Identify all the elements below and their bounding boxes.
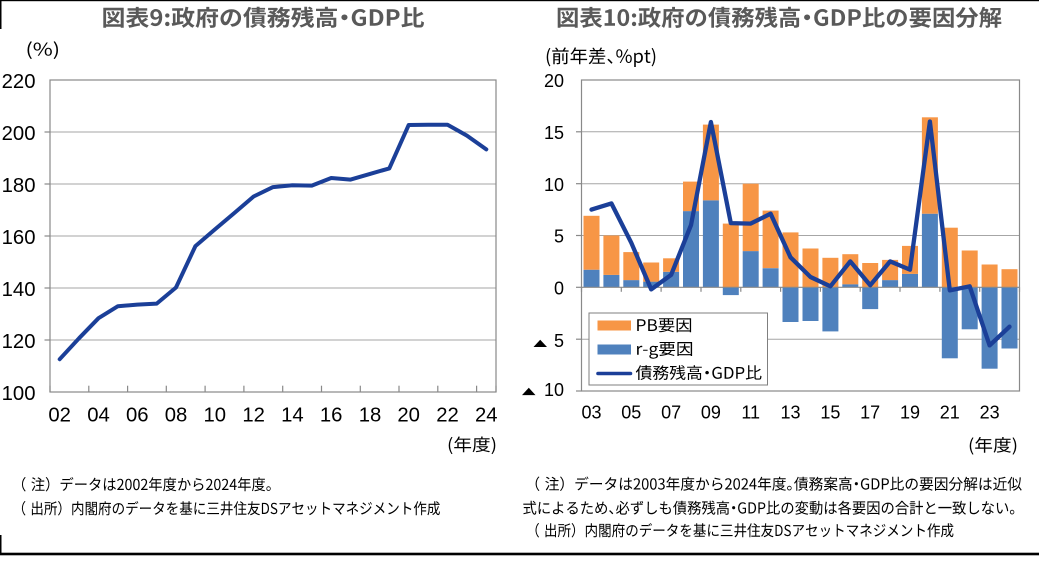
svg-text:07: 07 — [661, 403, 681, 423]
svg-text:18: 18 — [359, 405, 382, 427]
svg-text:17: 17 — [860, 403, 880, 423]
svg-text:20: 20 — [397, 405, 420, 427]
svg-text:10: 10 — [204, 405, 227, 427]
svg-text:10: 10 — [544, 380, 564, 400]
svg-text:13: 13 — [780, 403, 800, 423]
svg-text:09: 09 — [701, 403, 721, 423]
svg-text:11: 11 — [741, 403, 760, 423]
svg-text:220: 220 — [2, 71, 36, 93]
svg-text:22: 22 — [436, 405, 459, 427]
svg-text:0: 0 — [554, 279, 564, 299]
svg-text:200: 200 — [2, 123, 36, 145]
svg-text:5: 5 — [554, 227, 564, 247]
svg-text:04: 04 — [87, 405, 110, 427]
svg-text:180: 180 — [2, 175, 36, 197]
svg-text:23: 23 — [980, 403, 1000, 423]
svg-text:120: 120 — [2, 331, 36, 353]
svg-text:20: 20 — [544, 71, 564, 91]
svg-text:15: 15 — [820, 403, 840, 423]
svg-text:24: 24 — [475, 405, 498, 427]
svg-text:08: 08 — [165, 405, 188, 427]
svg-text:19: 19 — [900, 403, 920, 423]
svg-text:12: 12 — [242, 405, 265, 427]
svg-text:140: 140 — [2, 279, 36, 301]
svg-text:5: 5 — [554, 331, 564, 351]
svg-text:160: 160 — [2, 227, 36, 249]
svg-text:14: 14 — [281, 405, 304, 427]
svg-text:16: 16 — [320, 405, 343, 427]
svg-text:03: 03 — [581, 403, 601, 423]
svg-text:21: 21 — [940, 403, 960, 423]
svg-text:06: 06 — [126, 405, 149, 427]
svg-text:05: 05 — [621, 403, 641, 423]
svg-text:15: 15 — [544, 123, 564, 143]
svg-text:100: 100 — [2, 383, 36, 405]
svg-text:02: 02 — [48, 405, 71, 427]
svg-text:10: 10 — [544, 175, 564, 195]
